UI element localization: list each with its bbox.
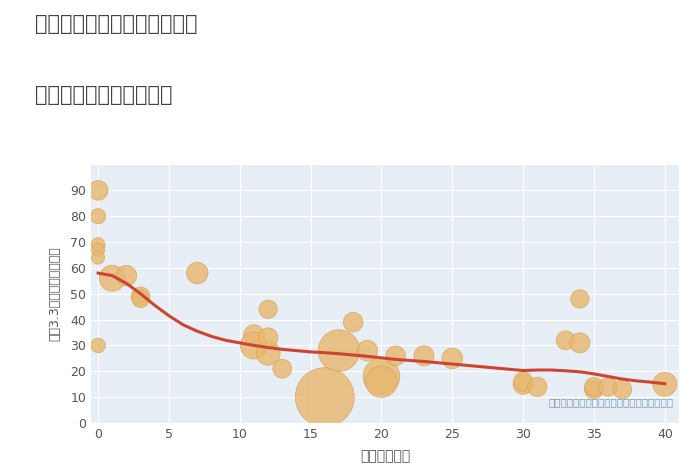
Point — [376, 378, 387, 385]
Point — [589, 383, 600, 391]
Point — [560, 337, 571, 344]
Point — [262, 306, 274, 313]
Point — [92, 212, 104, 220]
Point — [262, 334, 274, 341]
Point — [276, 365, 288, 372]
Text: 築年数別中古戸建て価格: 築年数別中古戸建て価格 — [35, 85, 172, 105]
Point — [319, 393, 330, 401]
Point — [92, 241, 104, 248]
Point — [106, 274, 118, 282]
X-axis label: 築年数（年）: 築年数（年） — [360, 449, 410, 463]
Point — [419, 352, 430, 360]
Text: 三重県松阪市飯南町向粥見の: 三重県松阪市飯南町向粥見の — [35, 14, 197, 34]
Point — [135, 295, 146, 303]
Point — [589, 385, 600, 393]
Point — [347, 319, 358, 326]
Point — [447, 354, 458, 362]
Point — [659, 381, 671, 388]
Point — [248, 331, 260, 339]
Y-axis label: 坪（3.3㎡）単価（万円）: 坪（3.3㎡）単価（万円） — [49, 246, 62, 341]
Point — [362, 347, 373, 354]
Point — [92, 246, 104, 254]
Point — [92, 342, 104, 349]
Point — [121, 272, 132, 279]
Point — [333, 347, 344, 354]
Point — [248, 342, 260, 349]
Point — [603, 383, 614, 391]
Point — [617, 385, 628, 393]
Point — [574, 295, 585, 303]
Point — [192, 269, 203, 277]
Text: 円の大きさは、取引のあった物件面積を示す: 円の大きさは、取引のあった物件面積を示す — [548, 398, 673, 407]
Point — [574, 339, 585, 347]
Point — [135, 292, 146, 300]
Point — [517, 378, 528, 385]
Point — [517, 381, 528, 388]
Point — [390, 352, 401, 360]
Point — [532, 383, 543, 391]
Point — [92, 254, 104, 261]
Point — [262, 350, 274, 357]
Point — [376, 373, 387, 380]
Point — [92, 187, 104, 194]
